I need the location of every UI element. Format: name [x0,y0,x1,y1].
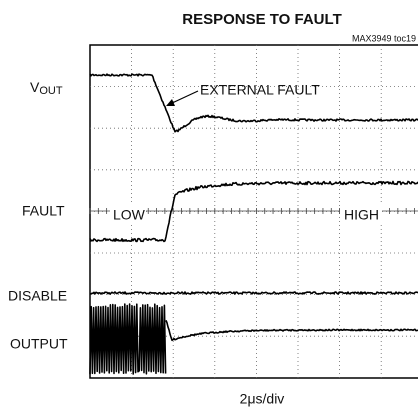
x-axis-label: 2μs/div [240,391,285,407]
arrow-head [166,99,175,106]
trace [89,291,418,295]
trace [89,303,167,375]
label-bg [110,205,146,223]
trace-label: DISABLE [8,288,67,304]
annotation: HIGH [344,207,379,223]
annotation: EXTERNAL FAULT [200,82,320,98]
trace-label-main: V [30,79,40,95]
chart-title: RESPONSE TO FAULT [182,11,341,28]
arrow-line [169,90,199,105]
trace [89,73,418,133]
plot-area [89,44,418,379]
trace [165,320,418,342]
trace [89,180,418,243]
annotation: LOW [113,207,146,223]
trace-label: FAULT [22,203,65,219]
trace-label: OUTPUT [10,336,68,352]
trace-label-sub: OUT [39,85,63,97]
trace-label: VOUT [30,79,63,97]
figure-note: MAX3949 toc19 [352,33,416,43]
label-bg [340,205,382,223]
